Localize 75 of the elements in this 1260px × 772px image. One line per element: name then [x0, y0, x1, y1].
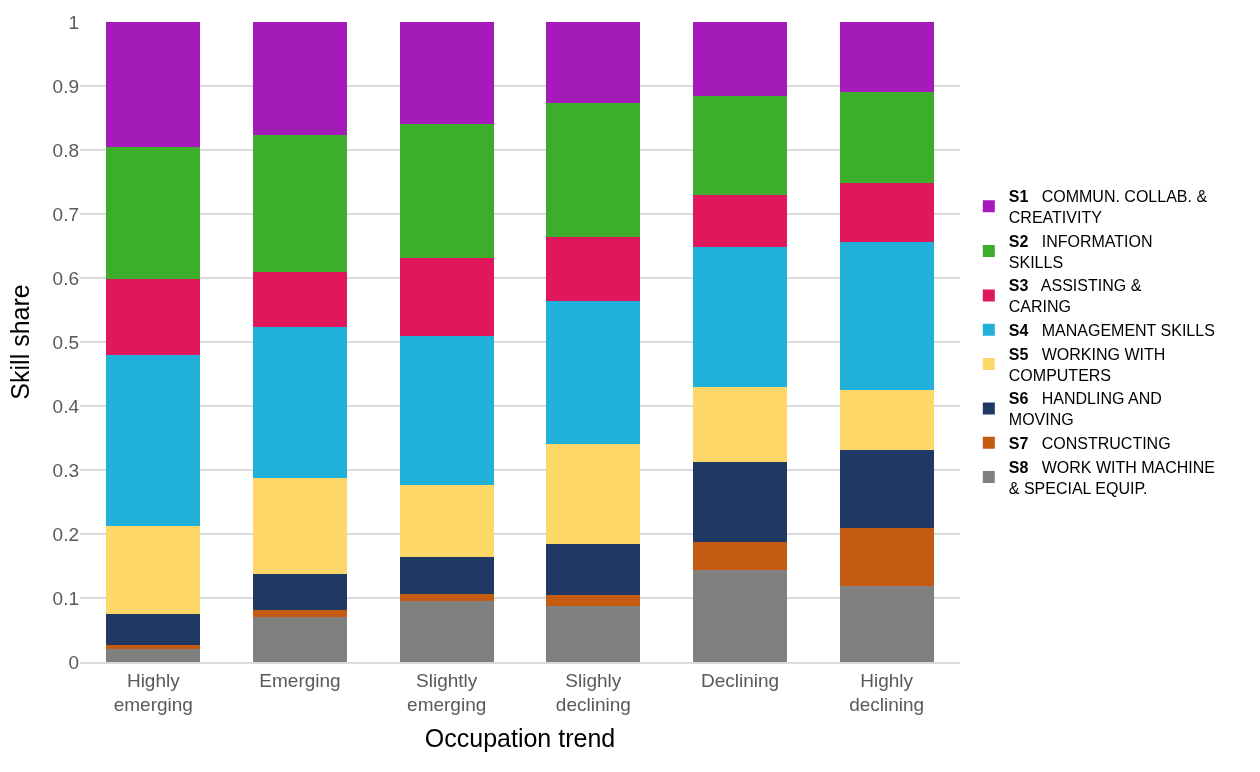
y-tick-label: 0.4 [52, 395, 80, 417]
x-tick-label: Slightly emerging [407, 669, 487, 716]
bar [839, 449, 934, 529]
bar [253, 271, 347, 328]
bar [839, 390, 934, 450]
y-tick-label: 0.5 [52, 331, 79, 353]
bar [839, 585, 934, 662]
legend-label: S8 WORK WITH MACHINE & SPECIAL EQUIP. [1008, 458, 1216, 497]
y-tick-label: 1 [68, 11, 79, 33]
bar [546, 606, 641, 662]
bar [253, 22, 347, 136]
legend-label: S3 ASSISTING & CARING [1008, 277, 1142, 316]
x-tick-label: Highly emerging [113, 669, 193, 716]
bar [693, 569, 787, 662]
bar [693, 461, 787, 543]
bar [253, 574, 347, 610]
bar [399, 557, 494, 594]
bar [839, 92, 934, 184]
bar [693, 387, 787, 462]
bar [106, 614, 201, 646]
x-axis-title: Occupation trend [424, 723, 616, 752]
y-tick-label: 0.2 [52, 523, 79, 545]
bar [546, 237, 641, 302]
bar [253, 327, 347, 479]
bar [106, 645, 201, 649]
bar [399, 336, 494, 486]
bar [399, 601, 494, 662]
y-axis-title: Skill share [6, 284, 35, 400]
legend-label: S7 CONSTRUCTING [1008, 434, 1171, 452]
bar [106, 22, 201, 147]
bar [546, 301, 641, 445]
y-tick-label: 0 [68, 651, 79, 673]
bar [693, 95, 787, 195]
bar [253, 609, 347, 618]
bar [839, 22, 934, 93]
bar [106, 526, 201, 614]
bar [253, 617, 347, 662]
bar [106, 278, 201, 356]
x-tick-label: Slighly declining [555, 669, 631, 716]
bar [693, 247, 787, 388]
x-tick-label: Highly declining [849, 669, 925, 716]
x-tick-label: Declining [700, 669, 780, 691]
legend-label: S5 WORKING WITH COMPUTERS [1008, 345, 1166, 384]
bar [839, 183, 934, 243]
bar [399, 485, 494, 558]
bar [693, 194, 787, 248]
bar [546, 22, 641, 104]
legend-label: S2 INFORMATION SKILLS [1008, 232, 1153, 271]
y-tick-label: 0.8 [52, 139, 79, 161]
bar [253, 135, 347, 272]
bar [693, 542, 787, 570]
legend-label: S4 MANAGEMENT SKILLS [1008, 321, 1215, 339]
bar [399, 258, 494, 337]
y-tick-label: 0.9 [52, 75, 79, 97]
x-tick-label: Emerging [259, 669, 341, 691]
bar [253, 478, 347, 575]
bar [106, 146, 201, 279]
bar [399, 22, 494, 125]
bar [839, 528, 934, 586]
bar [106, 355, 201, 527]
bar [399, 124, 494, 259]
legend-label: S1 COMMUN. COLLAB. & CREATIVITY [1008, 188, 1208, 226]
legend-label: S6 HANDLING AND MOVING [1008, 390, 1162, 429]
y-tick-label: 0.6 [52, 267, 79, 289]
bar [546, 103, 641, 238]
bar [399, 593, 494, 602]
bar [546, 594, 641, 607]
y-tick-label: 0.3 [52, 459, 79, 481]
bar [546, 544, 641, 595]
bar [546, 444, 641, 545]
y-tick-label: 0.7 [52, 203, 79, 225]
bar [693, 22, 787, 96]
bar [839, 242, 934, 390]
bar [106, 648, 201, 662]
y-tick-label: 0.1 [52, 587, 79, 609]
